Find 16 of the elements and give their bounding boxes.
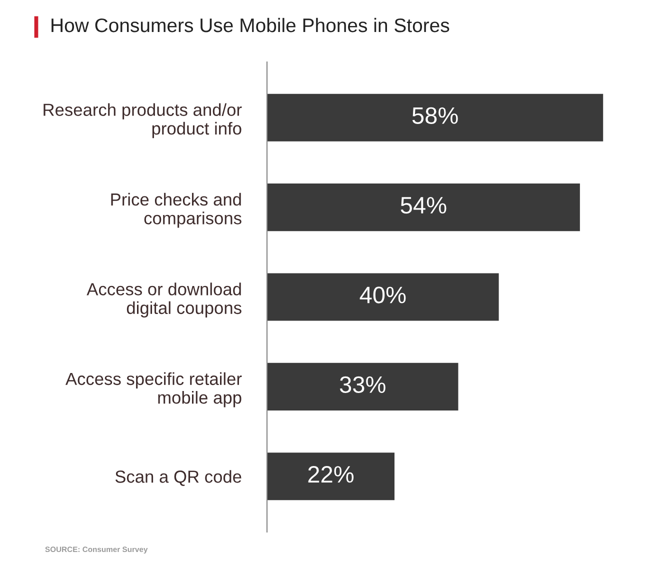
- bar: [267, 362, 458, 410]
- data-label: 58%: [412, 107, 458, 124]
- y-tick-label: Research products and/or product info: [44, 103, 242, 138]
- data-label: 22%: [308, 466, 354, 483]
- bar: [267, 94, 604, 142]
- y-tick-label: Scan a QR code: [115, 470, 242, 486]
- chart-title: How Consumers Use Mobile Phones in Stores: [52, 18, 450, 32]
- bar: [267, 184, 580, 232]
- bar: [267, 452, 394, 500]
- y-tick-label: Access or download digital coupons: [86, 282, 242, 318]
- y-tick-label: Price checks and comparisons: [111, 192, 242, 228]
- bar: [267, 273, 499, 321]
- y-tick-label: Access specific retailer mobile app: [65, 372, 242, 408]
- data-label: 54%: [400, 197, 446, 214]
- data-label: 40%: [360, 286, 406, 304]
- data-label: 33%: [340, 376, 386, 394]
